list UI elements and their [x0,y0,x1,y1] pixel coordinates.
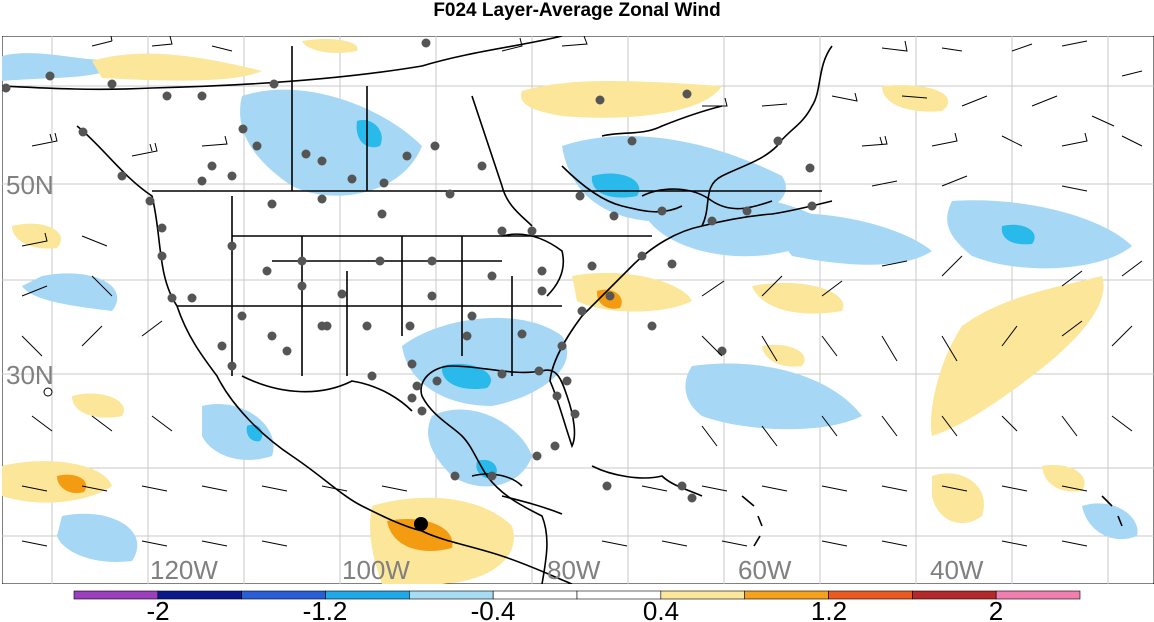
colorbar-label-neg2: -2 [146,596,169,622]
colorbar-box [912,590,997,600]
colorbar-box [157,590,242,600]
colorbar-label-neg1-2: -1.2 [303,596,348,622]
wind-barbs [21,36,1143,547]
negative-wind-shading [2,53,1138,562]
colorbar-box [995,590,1081,600]
lon-label-80w: 80W [547,555,601,584]
colorbar: -2 -1.2 -0.4 0.4 1.2 2 [73,590,1081,622]
colorbar-label-1-2: 1.2 [811,596,847,622]
lon-label-120w: 120W [150,555,218,584]
colorbar-label-neg0-4: -0.4 [471,596,516,622]
lon-label-100w: 100W [342,555,410,584]
strong-positive-shading [57,289,622,551]
wind-map: 50N 30N 120W 100W 80W 60W 40W [2,36,1154,584]
lat-label-50n: 50N [6,170,54,200]
lon-label-60w: 60W [738,555,792,584]
map-title: F024 Layer-Average Zonal Wind [433,0,721,21]
lat-label-30n: 30N [6,360,54,390]
lon-label-40w: 40W [930,555,984,584]
coastlines-and-borders [2,36,1123,584]
colorbar-boxes [73,590,1081,600]
colorbar-label-0-4: 0.4 [643,596,679,622]
station-markers [2,38,817,503]
colorbar-label-2: 2 [989,596,1003,622]
colorbar-box [73,590,159,600]
highlight-station-marker [414,517,428,531]
small-open-marker [43,387,53,397]
